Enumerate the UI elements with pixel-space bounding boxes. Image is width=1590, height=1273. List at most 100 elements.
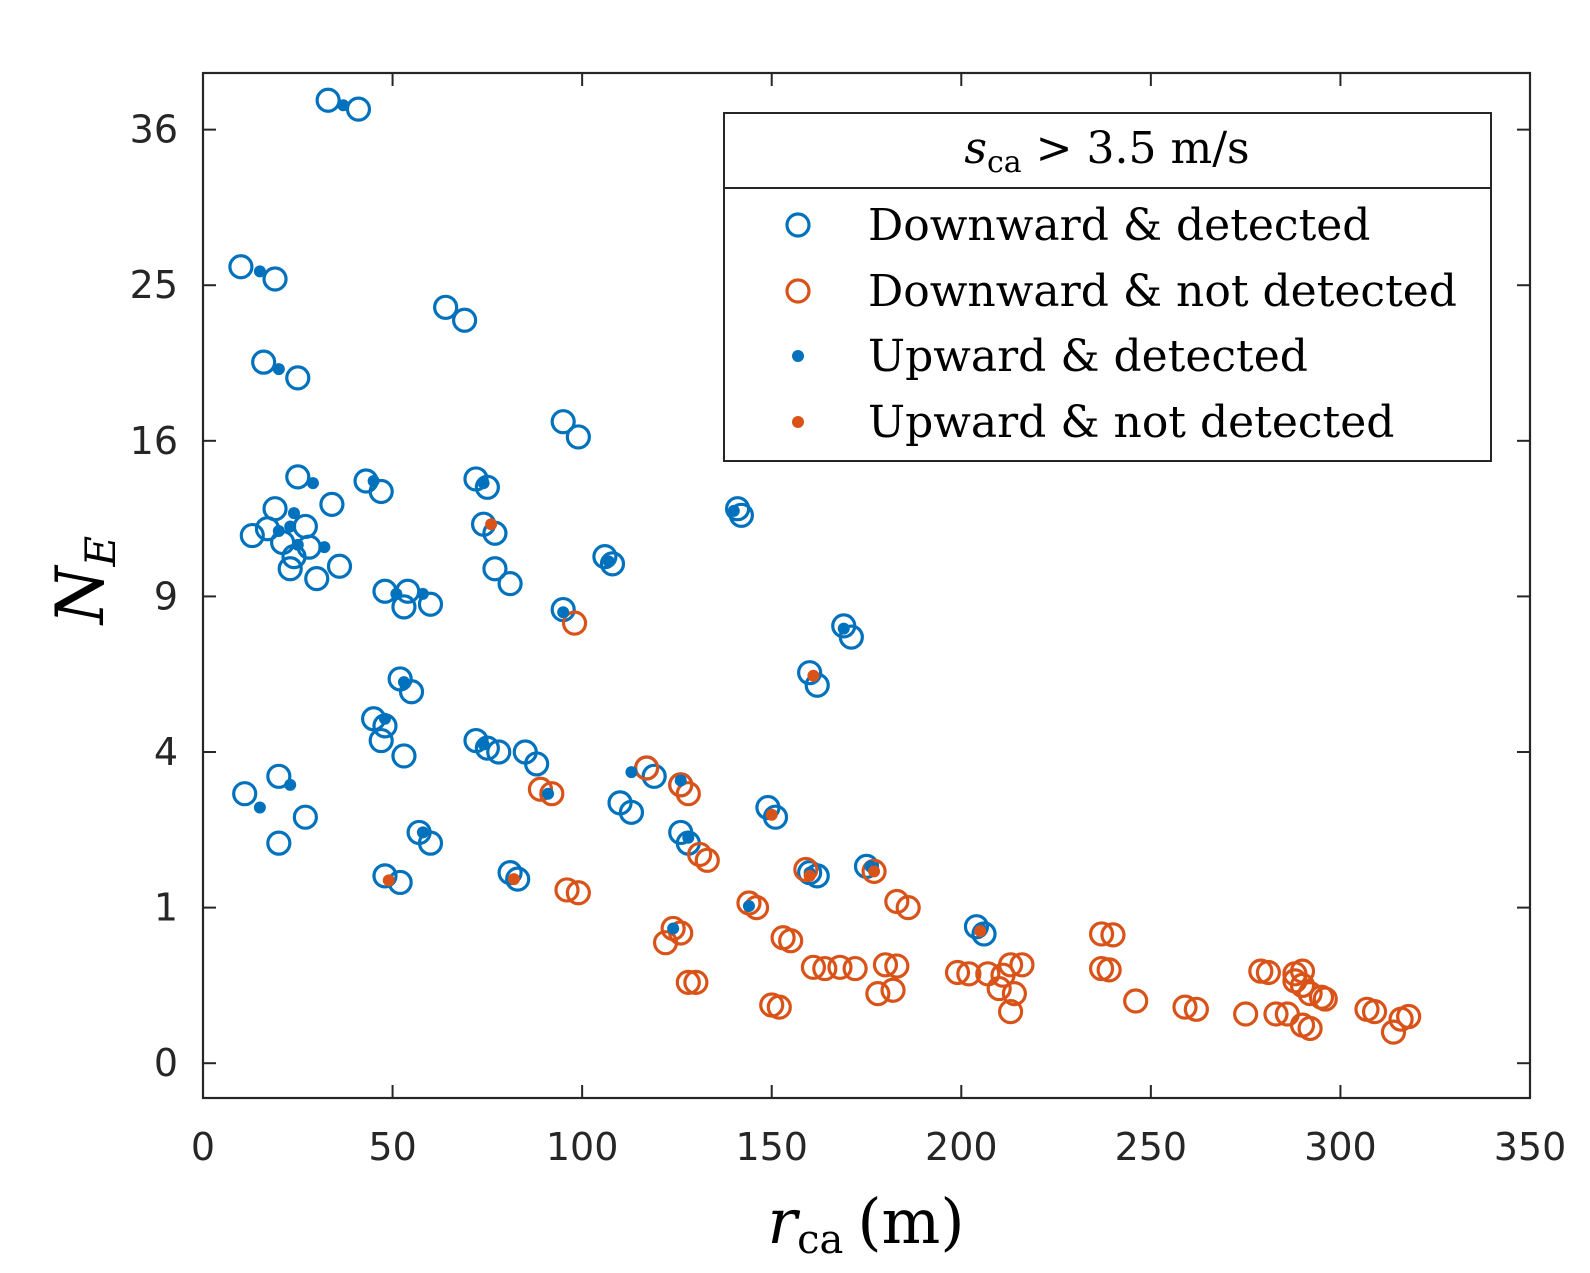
- point-downward-and-not-detected: [1100, 922, 1126, 948]
- point-downward-and-not-detected: [687, 841, 713, 868]
- point-downward-and-not-detected: [865, 981, 891, 1007]
- point-upward-and-not-detected: [765, 808, 778, 821]
- point-upward-and-detected: [674, 774, 687, 787]
- point-downward-and-not-detected: [565, 880, 591, 906]
- y-axis-title: NE: [42, 536, 125, 626]
- point-upward-and-detected: [318, 541, 331, 554]
- y-tick-label: 4: [154, 730, 178, 774]
- x-tick-label: 50: [368, 1125, 416, 1169]
- point-downward-and-detected: [285, 464, 311, 490]
- point-downward-and-not-detected: [683, 969, 709, 995]
- point-upward-and-not-detected: [974, 925, 987, 938]
- point-downward-and-not-detected: [1001, 981, 1027, 1007]
- point-downward-and-not-detected: [884, 953, 910, 979]
- point-downward-and-detected: [372, 863, 398, 889]
- point-downward-and-not-detected: [539, 781, 565, 807]
- point-downward-and-detected: [474, 735, 500, 761]
- point-downward-and-detected: [292, 804, 318, 830]
- y-tick-label: 1: [154, 886, 178, 930]
- x-tick-label: 300: [1304, 1125, 1377, 1169]
- x-tick-label: 350: [1494, 1125, 1567, 1169]
- point-downward-and-not-detected: [1361, 999, 1388, 1025]
- point-downward-and-detected: [391, 594, 417, 620]
- point-upward-and-not-detected: [803, 869, 816, 882]
- y-tick-label: 16: [130, 419, 178, 463]
- point-downward-and-detected: [797, 660, 823, 686]
- point-downward-and-detected: [963, 914, 990, 940]
- point-downward-and-detected: [550, 409, 576, 435]
- point-downward-and-not-detected: [997, 952, 1024, 978]
- point-upward-and-detected: [367, 475, 380, 488]
- point-downward-and-not-detected: [675, 969, 701, 995]
- x-axis-title-main: r: [767, 1185, 800, 1258]
- point-upward-and-detected: [253, 801, 266, 814]
- point-downward-and-detected: [368, 727, 394, 754]
- point-downward-and-detected: [486, 739, 512, 765]
- point-downward-and-detected: [398, 679, 425, 705]
- point-downward-and-detected: [239, 522, 265, 549]
- legend-title-rest: > 3.5 m/s: [1022, 123, 1250, 174]
- point-upward-and-not-detected: [868, 865, 881, 878]
- point-downward-and-not-detected: [895, 895, 921, 921]
- point-downward-and-not-detected: [675, 781, 701, 807]
- point-downward-and-detected: [452, 307, 478, 333]
- x-tick-label: 250: [1115, 1125, 1188, 1169]
- point-downward-and-not-detected: [812, 955, 838, 982]
- point-downward-and-not-detected: [986, 975, 1012, 1002]
- legend-marker-upward-not-detected: [792, 416, 804, 428]
- point-upward-and-detected: [682, 831, 695, 844]
- point-downward-and-detected: [285, 365, 311, 391]
- point-downward-and-not-detected: [1009, 952, 1035, 978]
- point-upward-and-not-detected: [507, 873, 520, 886]
- point-upward-and-detected: [390, 587, 403, 600]
- x-axis-title-unit: (m): [857, 1185, 964, 1258]
- point-upward-and-detected: [727, 504, 740, 517]
- point-downward-and-detected: [391, 743, 417, 769]
- point-downward-and-not-detected: [1263, 1001, 1289, 1027]
- point-upward-and-detected: [416, 826, 429, 839]
- point-downward-and-detected: [474, 474, 500, 500]
- point-upward-and-detected: [287, 507, 300, 520]
- point-downward-and-detected: [319, 491, 345, 517]
- point-upward-and-detected: [477, 477, 490, 490]
- point-upward-and-detected: [306, 477, 319, 490]
- y-tick-label: 36: [130, 108, 178, 152]
- legend-title-sub: ca: [987, 145, 1022, 180]
- point-upward-and-detected: [602, 555, 615, 568]
- point-downward-and-detected: [315, 87, 341, 113]
- point-upward-and-detected: [742, 900, 755, 913]
- x-axis-title-sub: ca: [797, 1217, 843, 1263]
- point-downward-and-not-detected: [1123, 988, 1149, 1014]
- point-downward-and-detected: [565, 424, 591, 450]
- point-upward-and-detected: [625, 766, 638, 779]
- point-downward-and-detected: [505, 866, 531, 892]
- point-upward-and-detected: [253, 265, 266, 278]
- y-tick-label: 25: [130, 263, 178, 307]
- point-downward-and-detected: [838, 624, 864, 650]
- point-upward-and-detected: [416, 587, 429, 600]
- point-downward-and-not-detected: [1289, 972, 1316, 999]
- legend-marker-downward-not-detected: [785, 278, 811, 304]
- point-upward-and-not-detected: [485, 518, 498, 531]
- y-tick-label: 9: [154, 574, 178, 618]
- point-upward-and-not-detected: [807, 669, 820, 682]
- y-axis-title-sub: E: [76, 536, 125, 568]
- point-downward-and-detected: [304, 566, 330, 592]
- point-downward-and-not-detected: [880, 977, 906, 1003]
- legend-label-downward-not-detected: Downward & not detected: [868, 266, 1457, 317]
- x-tick-label: 0: [191, 1125, 215, 1169]
- point-downward-and-detected: [599, 551, 626, 577]
- point-downward-and-not-detected: [827, 954, 853, 980]
- point-downward-and-not-detected: [944, 959, 971, 986]
- point-downward-and-not-detected: [1297, 981, 1323, 1007]
- point-upward-and-detected: [837, 622, 850, 635]
- point-downward-and-not-detected: [1312, 986, 1338, 1012]
- x-tick-label: 100: [546, 1125, 619, 1169]
- point-upward-and-detected: [477, 738, 490, 751]
- point-downward-and-detected: [266, 763, 292, 789]
- point-downward-and-not-detected: [1088, 921, 1115, 947]
- point-downward-and-detected: [971, 921, 997, 947]
- point-upward-and-detected: [272, 363, 285, 376]
- point-upward-and-detected: [397, 676, 410, 689]
